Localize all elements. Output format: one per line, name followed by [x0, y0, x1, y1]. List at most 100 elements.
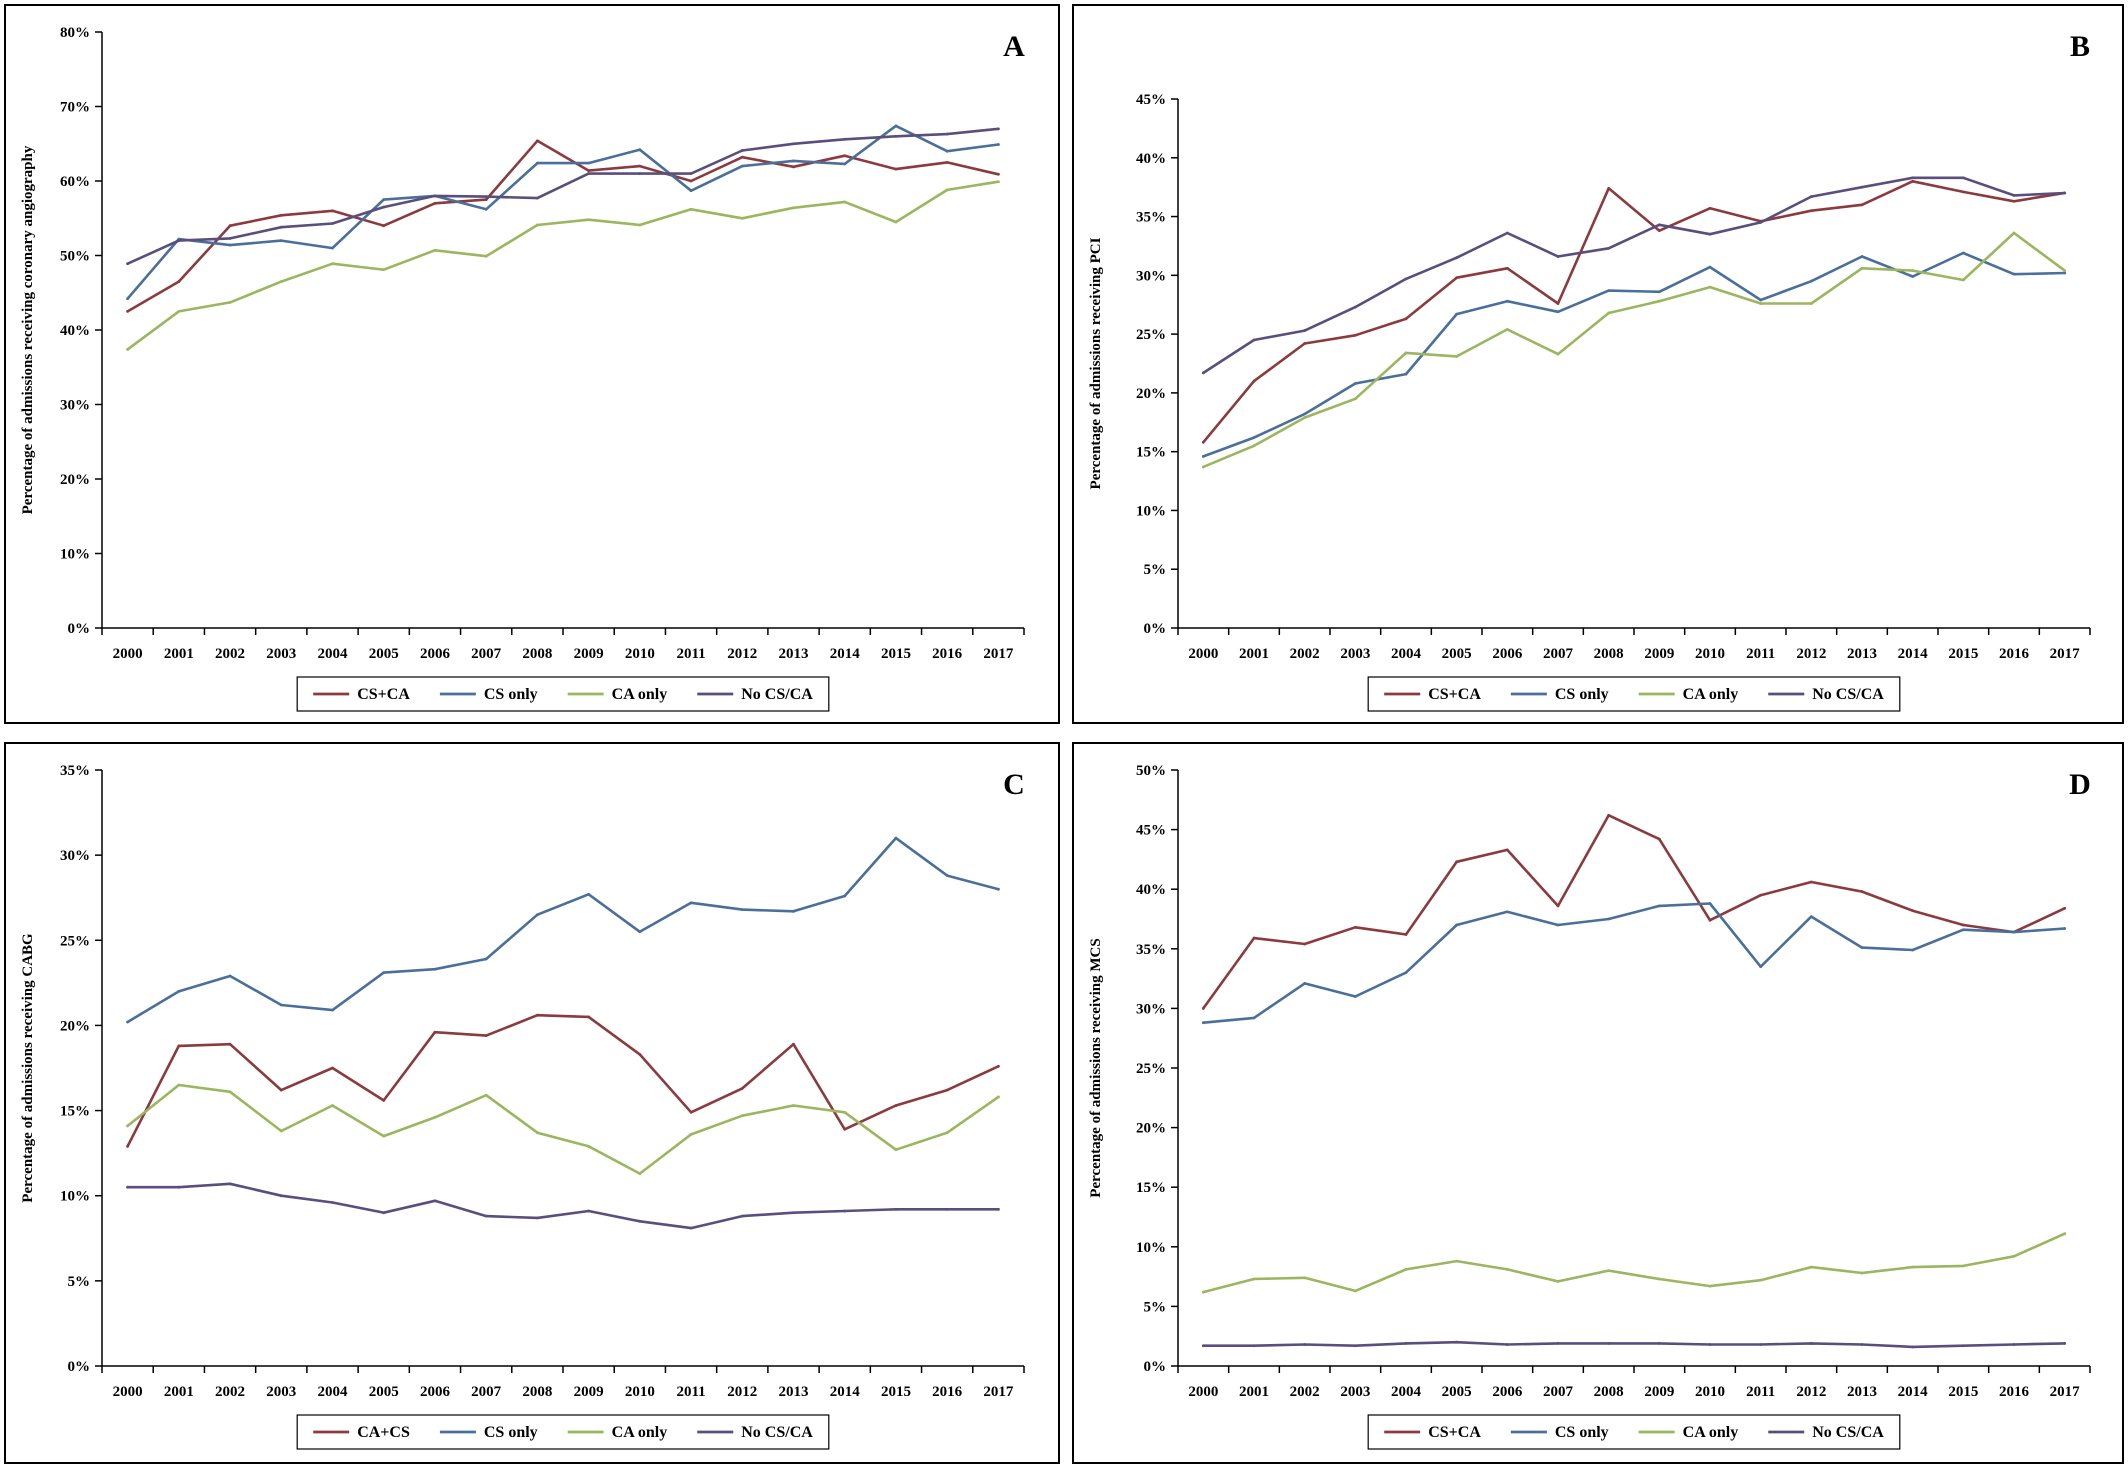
data-point [2063, 191, 2067, 195]
data-point [331, 1104, 334, 1107]
y-tick-label: 10% [60, 547, 90, 563]
data-point [1556, 1341, 1560, 1345]
data-point [1961, 1264, 1965, 1268]
data-point [1252, 1277, 1256, 1281]
x-tick-label: 2005 [369, 646, 399, 662]
chart-svg: 0% 5% 10% 15% 20% 25% 30% 35% 2000 2001 2002 2003 20… [20, 763, 1025, 1450]
data-point [331, 209, 334, 213]
data-point [2012, 231, 2016, 235]
data-point [1759, 221, 1763, 224]
x-tick-label: 2008 [1594, 646, 1624, 662]
x-tick-label: 2007 [471, 1384, 502, 1400]
legend-label: CA+CS [357, 1424, 410, 1441]
data-point [331, 1201, 334, 1204]
x-tick-label: 2013 [1847, 1384, 1877, 1400]
y-tick-label: 25% [1136, 1061, 1166, 1077]
x-tick-label: 2000 [1188, 646, 1218, 662]
data-point [1911, 1265, 1915, 1269]
data-point [177, 989, 181, 993]
data-point [1505, 910, 1509, 914]
y-tick-label: 5% [68, 1274, 91, 1290]
x-tick-label: 2017 [983, 646, 1014, 662]
series-line [126, 1182, 1000, 1230]
data-point [1303, 412, 1307, 416]
data-point [1353, 397, 1357, 401]
y-tick-label: 15% [1136, 1180, 1166, 1196]
x-tick-label: 2010 [625, 1384, 655, 1400]
x-tick-label: 2009 [574, 1384, 604, 1400]
data-point [1201, 1344, 1205, 1348]
data-point [1759, 298, 1763, 302]
data-point [894, 1104, 898, 1107]
data-point [1809, 915, 1813, 919]
data-point [1404, 351, 1408, 355]
chart-svg: 0% 5% 10% 15% 20% 25% 30% 35% 40% 45% 50% 2000 2001 2… [1088, 763, 2091, 1450]
data-point [1809, 1341, 1813, 1345]
data-point [1353, 995, 1357, 998]
data-point [1708, 1284, 1712, 1288]
data-point [792, 909, 795, 913]
data-point [1353, 333, 1357, 337]
data-point [1201, 465, 1205, 469]
data-point [535, 139, 539, 143]
data-point [1556, 923, 1560, 927]
data-point [1607, 917, 1611, 921]
x-tick-label: 2014 [830, 646, 861, 662]
data-point [689, 1133, 693, 1136]
data-point [894, 836, 898, 840]
legend-label: No CS/CA [741, 686, 813, 703]
x-tick-label: 2013 [1847, 646, 1877, 662]
data-point [1455, 1259, 1459, 1263]
y-tick-label: 30% [60, 398, 90, 414]
data-point [1657, 229, 1661, 233]
series-line [1202, 176, 2067, 375]
y-tick-label: 30% [1136, 268, 1166, 284]
legend-label: CS+CA [1428, 686, 1481, 703]
x-tick-label: 2011 [1746, 1384, 1775, 1400]
data-point [1404, 1268, 1408, 1271]
data-point [996, 1064, 1000, 1068]
y-tick-label: 0% [68, 1359, 91, 1375]
data-point [1911, 948, 1915, 952]
data-point [382, 1211, 386, 1215]
data-point [1353, 382, 1357, 385]
x-tick-label: 2014 [1898, 646, 1929, 662]
data-point [433, 967, 437, 971]
data-point [1708, 265, 1712, 269]
legend-label: CS only [484, 686, 538, 703]
data-point [126, 1144, 130, 1148]
x-tick-label: 2007 [1543, 646, 1574, 662]
data-point [1860, 1343, 1864, 1346]
y-tick-label: 10% [1136, 503, 1166, 519]
series-line [1202, 251, 2067, 458]
y-tick-label: 30% [1136, 1001, 1166, 1017]
data-point [1252, 379, 1256, 383]
x-tick-label: 2010 [625, 646, 655, 662]
data-point [1911, 909, 1915, 913]
data-point [1759, 893, 1763, 897]
series-line [1202, 180, 2067, 444]
data-point [996, 180, 1000, 184]
data-point [1505, 299, 1509, 303]
data-point [996, 172, 1000, 176]
data-point [1505, 328, 1509, 331]
data-point [1607, 813, 1611, 817]
x-tick-label: 2009 [574, 646, 604, 662]
data-point [843, 1127, 847, 1131]
x-tick-label: 2015 [881, 1384, 911, 1400]
legend-label: No CS/CA [1812, 686, 1884, 703]
y-tick-label: 40% [1136, 882, 1166, 898]
y-tick-label: 20% [1136, 386, 1166, 402]
data-point [1303, 1343, 1307, 1346]
series-line [126, 139, 1000, 313]
data-point [638, 1052, 642, 1056]
data-point [331, 222, 334, 225]
data-point [177, 239, 181, 243]
data-point [894, 1148, 898, 1152]
data-point [1505, 231, 1509, 235]
data-point [484, 207, 488, 211]
data-point [945, 149, 949, 153]
data-point [792, 206, 795, 210]
x-tick-label: 2013 [779, 646, 809, 662]
x-tick-label: 2006 [1492, 646, 1523, 662]
